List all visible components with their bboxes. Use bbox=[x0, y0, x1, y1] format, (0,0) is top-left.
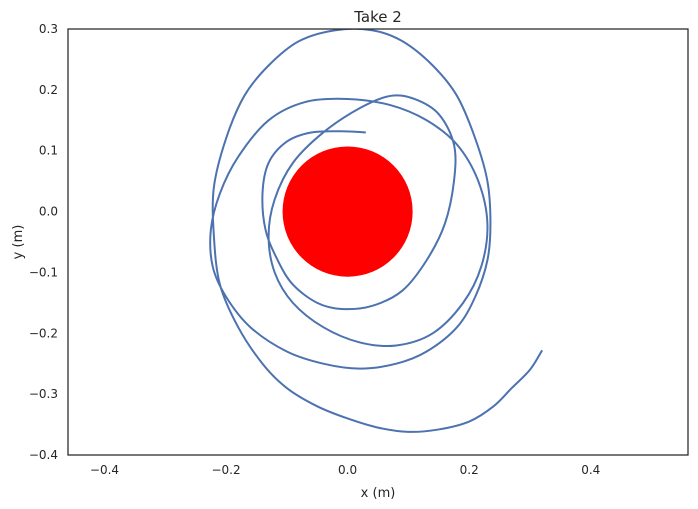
y-axis-label: y (m) bbox=[11, 225, 26, 260]
chart-title: Take 2 bbox=[353, 8, 402, 26]
y-tick-label: −0.3 bbox=[29, 387, 58, 401]
y-tick-label: 0.3 bbox=[39, 22, 58, 36]
y-tick-label: −0.2 bbox=[29, 326, 58, 340]
x-axis-label: x (m) bbox=[361, 486, 396, 501]
x-tick-label: 0.0 bbox=[338, 463, 357, 477]
y-tick-label: 0.1 bbox=[39, 144, 58, 158]
y-tick-label: −0.4 bbox=[29, 448, 58, 462]
y-tick-label: 0.2 bbox=[39, 83, 58, 97]
x-tick-label: −0.4 bbox=[90, 463, 119, 477]
y-tick-label: 0.0 bbox=[39, 205, 58, 219]
x-tick-label: −0.2 bbox=[211, 463, 240, 477]
plot-frame bbox=[67, 28, 689, 456]
x-tick-label: 0.2 bbox=[460, 463, 479, 477]
red-circle bbox=[282, 146, 413, 277]
y-tick-label: −0.1 bbox=[29, 265, 58, 279]
x-tick-label: 0.4 bbox=[581, 463, 600, 477]
trajectory-line-0 bbox=[209, 29, 543, 433]
